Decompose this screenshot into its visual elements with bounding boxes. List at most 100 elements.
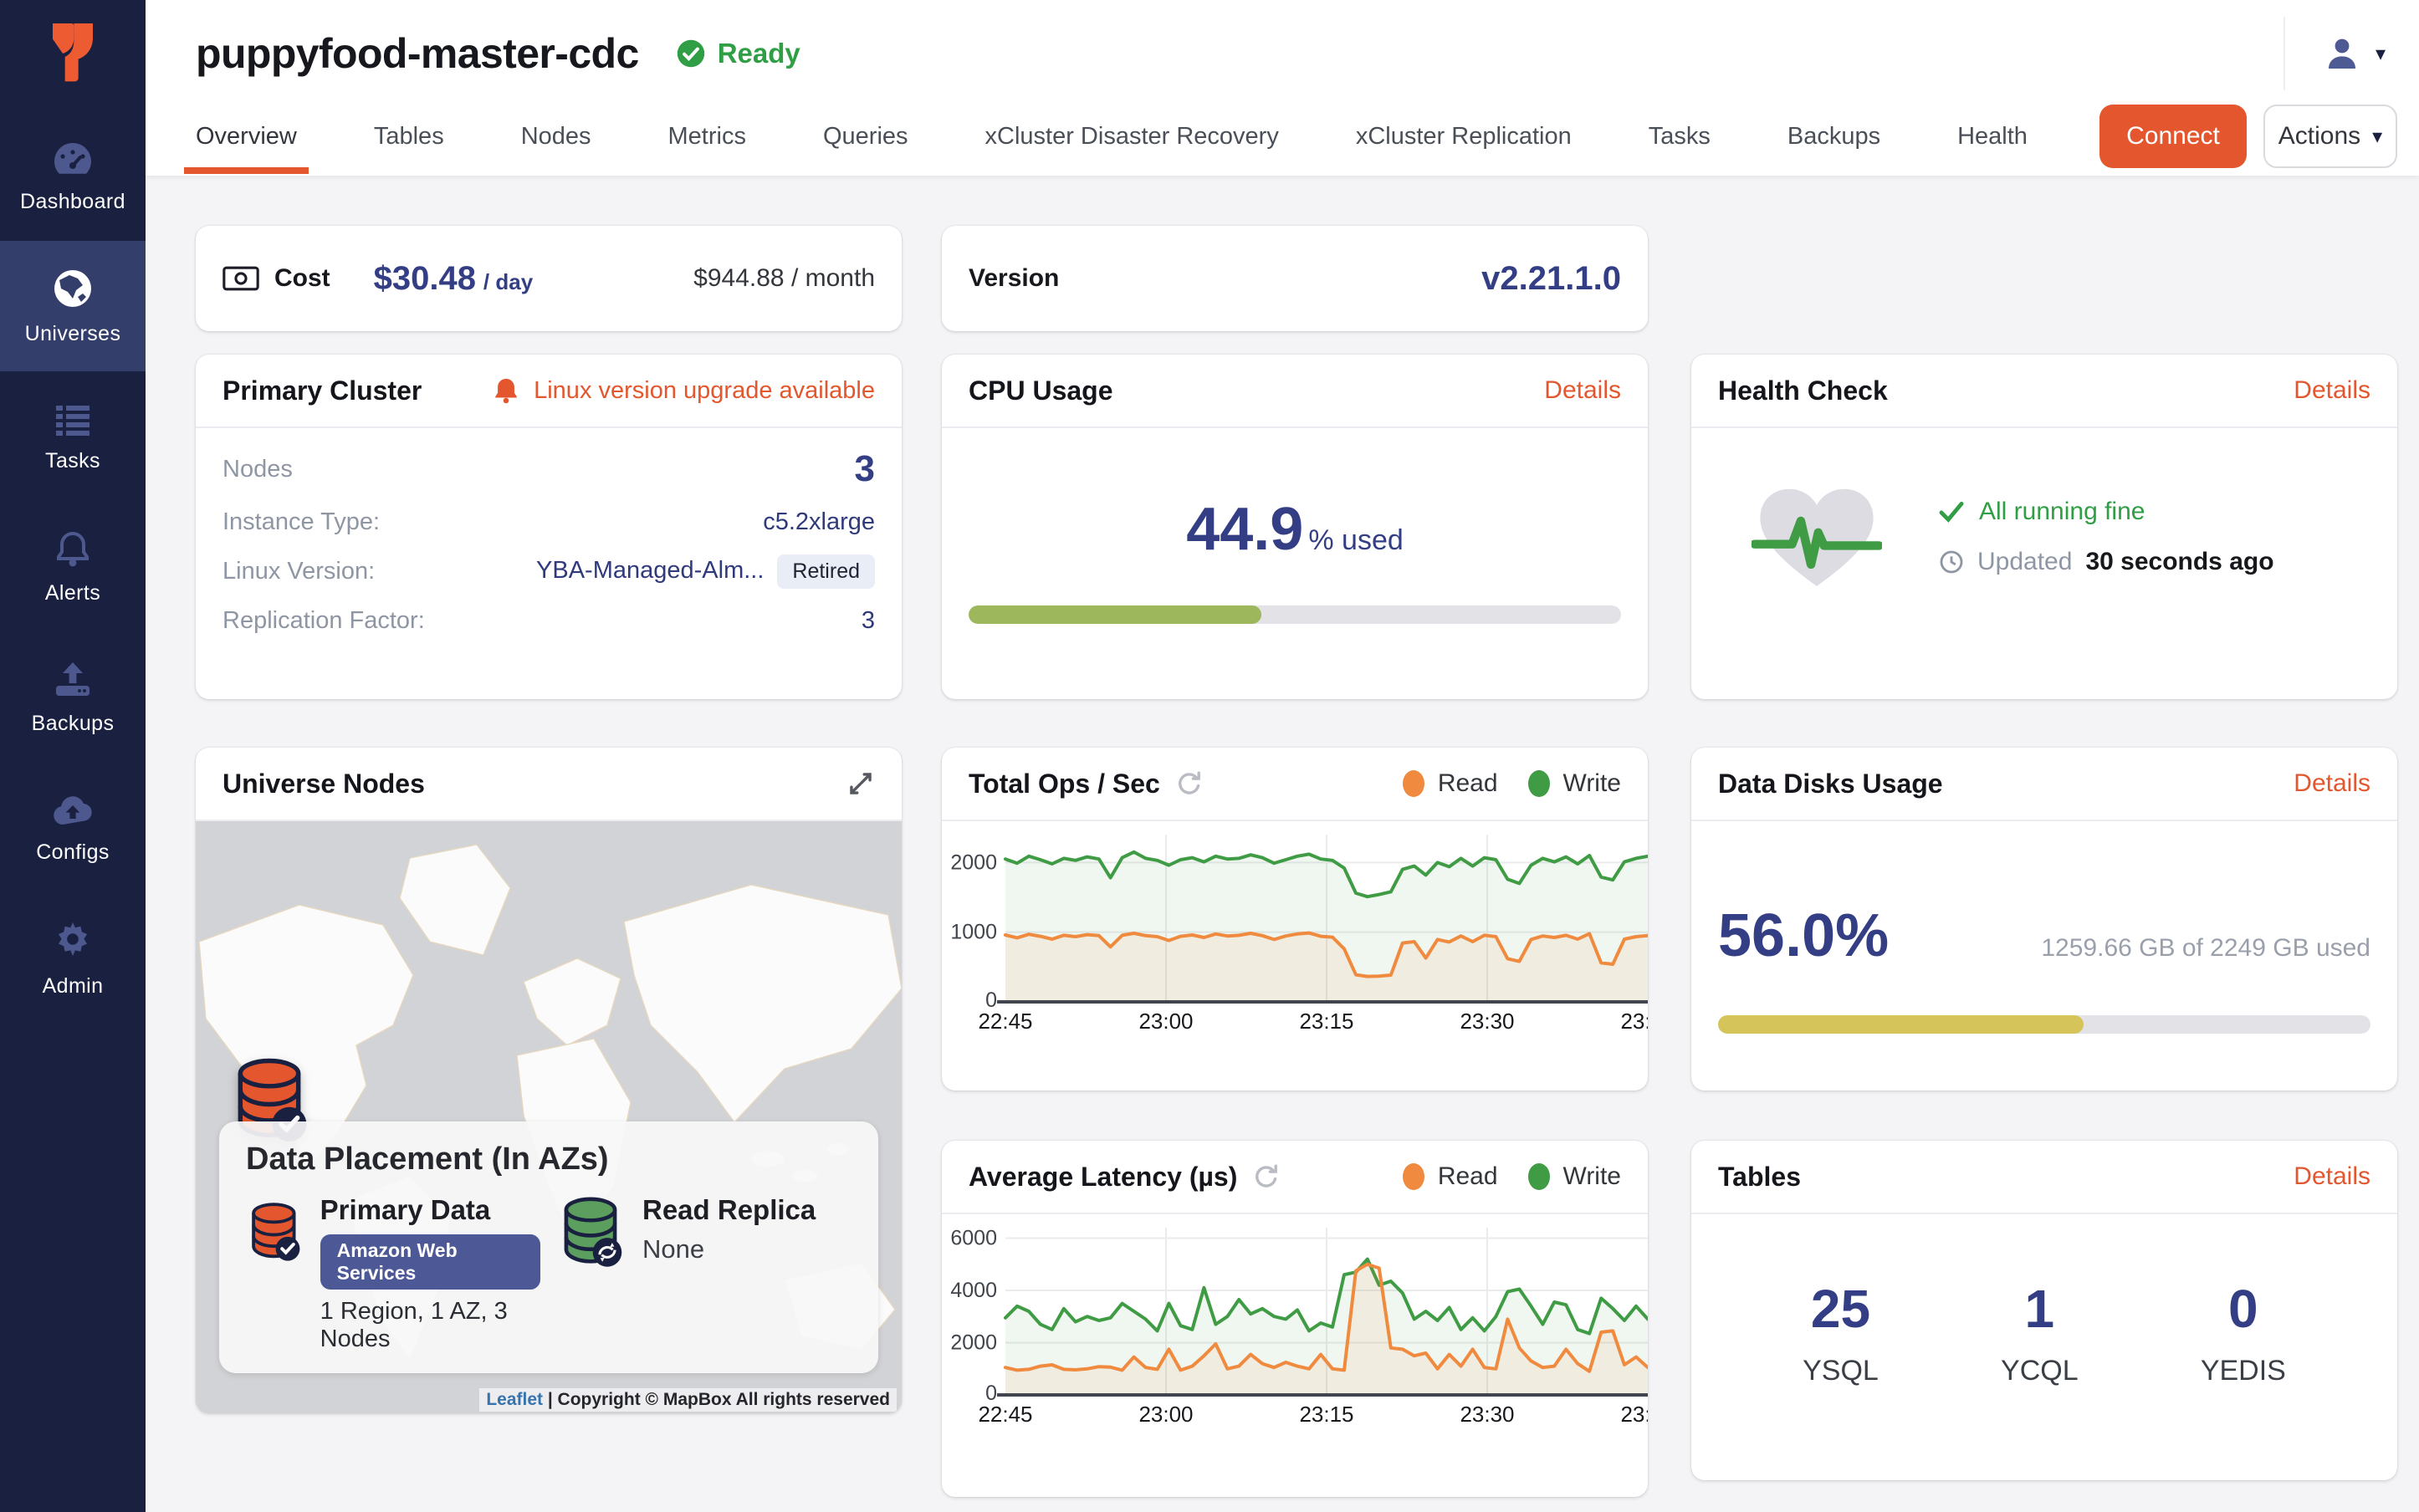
tab-nodes[interactable]: Nodes bbox=[520, 122, 591, 150]
cpu-usage-card: CPU Usage Details 44.9 % used bbox=[942, 355, 1648, 699]
tab-xcluster-replication[interactable]: xCluster Replication bbox=[1355, 122, 1572, 150]
row-label: Linux Version: bbox=[222, 558, 376, 585]
cpu-percent-value: 44.9 bbox=[1186, 496, 1304, 563]
sidebar-item-label: Tasks bbox=[45, 448, 100, 472]
app-logo[interactable] bbox=[0, 0, 146, 107]
cluster-row-replication-factor: Replication Factor: 3 bbox=[222, 607, 875, 635]
total-ops-card: Total Ops / Sec Read Write bbox=[942, 748, 1648, 1091]
row-value: c5.2xlarge bbox=[763, 508, 875, 535]
disks-details-link[interactable]: Details bbox=[2294, 769, 2370, 797]
updated-value: 30 seconds ago bbox=[2085, 548, 2274, 575]
tables-card: Tables Details 25 YSQL 1 YCQL 0 YEDIS bbox=[1691, 1141, 2397, 1480]
svg-text:2000: 2000 bbox=[950, 850, 997, 874]
disk-progress-fill bbox=[1718, 1015, 2084, 1034]
sidebar-item-label: Alerts bbox=[44, 580, 101, 605]
tab-metrics[interactable]: Metrics bbox=[667, 122, 746, 150]
sidebar-item-universes[interactable]: Universes bbox=[0, 241, 146, 371]
user-icon bbox=[2328, 38, 2355, 69]
cluster-row-linux-version: Linux Version: YBA-Managed-Alm... Retired bbox=[222, 554, 875, 589]
sidebar-item-alerts[interactable]: Alerts bbox=[0, 502, 146, 632]
svg-text:23:15: 23:15 bbox=[1299, 1009, 1353, 1034]
sidebar-item-label: Admin bbox=[42, 973, 104, 998]
sidebar-item-tasks[interactable]: Tasks bbox=[0, 371, 146, 502]
actions-button[interactable]: Actions ▾ bbox=[2263, 105, 2397, 168]
health-title: Health Check bbox=[1718, 375, 1888, 406]
ycql-count: 1 YCQL bbox=[2001, 1278, 2079, 1387]
world-map[interactable]: Data Placement (In AZs) bbox=[196, 821, 902, 1413]
check-icon bbox=[1939, 501, 1964, 523]
clock-icon bbox=[1940, 550, 1963, 574]
health-status-text: All running fine bbox=[1979, 498, 2145, 525]
yedis-label: YEDIS bbox=[2200, 1355, 2286, 1387]
linux-version-text: YBA-Managed-Alm... bbox=[536, 557, 765, 584]
refresh-icon[interactable] bbox=[1252, 1162, 1281, 1191]
updated-label: Updated bbox=[1977, 548, 2073, 575]
tables-title: Tables bbox=[1718, 1161, 1801, 1192]
placement-summary: 1 Region, 1 AZ, 3 Nodes bbox=[320, 1298, 508, 1352]
chevron-down-icon: ▾ bbox=[2375, 42, 2386, 65]
sidebar-item-label: Dashboard bbox=[20, 189, 125, 213]
average-latency-card: Average Latency (µs) Read Wri bbox=[942, 1141, 1648, 1497]
primary-db-icon bbox=[252, 1203, 300, 1261]
tab-queries[interactable]: Queries bbox=[822, 122, 908, 150]
expand-map-icon[interactable] bbox=[846, 769, 875, 798]
yedis-count: 0 YEDIS bbox=[2201, 1278, 2286, 1387]
sidebar-item-configs[interactable]: Configs bbox=[0, 763, 146, 893]
tab-backups[interactable]: Backups bbox=[1787, 122, 1881, 150]
svg-text:23:45: 23:45 bbox=[1620, 1402, 1648, 1427]
sidebar-item-backups[interactable]: Backups bbox=[0, 632, 146, 763]
tab-tables[interactable]: Tables bbox=[373, 122, 444, 150]
heartbeat-icon bbox=[1752, 488, 1882, 586]
ycql-value: 1 bbox=[2024, 1279, 2055, 1339]
primary-cluster-title: Primary Cluster bbox=[222, 375, 422, 406]
alert-bell-icon bbox=[495, 378, 517, 404]
universe-title: puppyfood-master-cdc bbox=[196, 30, 639, 77]
upgrade-alert[interactable]: Linux version upgrade available bbox=[492, 375, 875, 406]
refresh-icon[interactable] bbox=[1175, 769, 1204, 798]
disks-title: Data Disks Usage bbox=[1718, 768, 1943, 799]
money-icon bbox=[222, 266, 259, 291]
version-label: Version bbox=[969, 264, 1060, 292]
sidebar-item-admin[interactable]: Admin bbox=[0, 893, 146, 1024]
sidebar: Dashboard Universes Tasks bbox=[0, 0, 146, 1512]
connect-button[interactable]: Connect bbox=[2099, 105, 2247, 168]
disk-usage-text: 1259.66 GB of 2249 GB used bbox=[2041, 934, 2370, 962]
actions-label: Actions bbox=[2278, 122, 2361, 150]
bell-icon bbox=[57, 531, 89, 566]
health-status-row: All running fine bbox=[1939, 498, 2274, 526]
version-card: Version v2.21.1.0 bbox=[942, 226, 1648, 331]
svg-text:22:45: 22:45 bbox=[978, 1402, 1032, 1427]
read-legend-dot bbox=[1402, 1163, 1424, 1190]
svg-text:2000: 2000 bbox=[950, 1331, 997, 1355]
svg-text:1000: 1000 bbox=[950, 921, 997, 944]
tab-overview[interactable]: Overview bbox=[183, 100, 309, 174]
sidebar-item-dashboard[interactable]: Dashboard bbox=[0, 110, 146, 241]
cpu-details-link[interactable]: Details bbox=[1544, 376, 1621, 404]
svg-text:6000: 6000 bbox=[950, 1227, 997, 1250]
tab-tasks[interactable]: Tasks bbox=[1648, 122, 1711, 150]
data-placement-title: Data Placement (In AZs) bbox=[246, 1142, 609, 1177]
tasks-list-icon bbox=[56, 405, 89, 436]
legend-write: Write bbox=[1527, 769, 1621, 798]
chart-legend: Read Write bbox=[1402, 1162, 1621, 1191]
backup-upload-icon bbox=[56, 662, 89, 696]
tables-details-link[interactable]: Details bbox=[2294, 1162, 2370, 1190]
cost-label: Cost bbox=[274, 264, 330, 292]
retired-badge: Retired bbox=[777, 554, 875, 589]
tab-health[interactable]: Health bbox=[1957, 122, 2028, 150]
cost-per-month: $944.88 / month bbox=[693, 264, 875, 292]
svg-text:0: 0 bbox=[985, 1382, 997, 1405]
primary-data-label: Primary Data bbox=[320, 1194, 491, 1225]
user-menu[interactable]: ▾ bbox=[2283, 17, 2386, 90]
tab-xcluster-dr[interactable]: xCluster Disaster Recovery bbox=[984, 122, 1279, 150]
leaflet-link[interactable]: Leaflet bbox=[486, 1390, 543, 1409]
version-value: v2.21.1.0 bbox=[1481, 259, 1621, 297]
health-details-link[interactable]: Details bbox=[2294, 376, 2370, 404]
tab-bar: Overview Tables Nodes Metrics Queries xC… bbox=[183, 97, 2397, 176]
primary-cluster-card: Primary Cluster Linux version upgrade av… bbox=[196, 355, 902, 699]
map-attribution: Leaflet | Copyright © MapBox All rights … bbox=[479, 1388, 897, 1412]
mapbox-copyright: | Copyright © MapBox All rights reserved bbox=[547, 1390, 890, 1409]
latency-title: Average Latency (µs) bbox=[969, 1161, 1238, 1192]
cpu-title: CPU Usage bbox=[969, 375, 1113, 406]
cost-per-day: $30.48 / day bbox=[374, 260, 533, 298]
